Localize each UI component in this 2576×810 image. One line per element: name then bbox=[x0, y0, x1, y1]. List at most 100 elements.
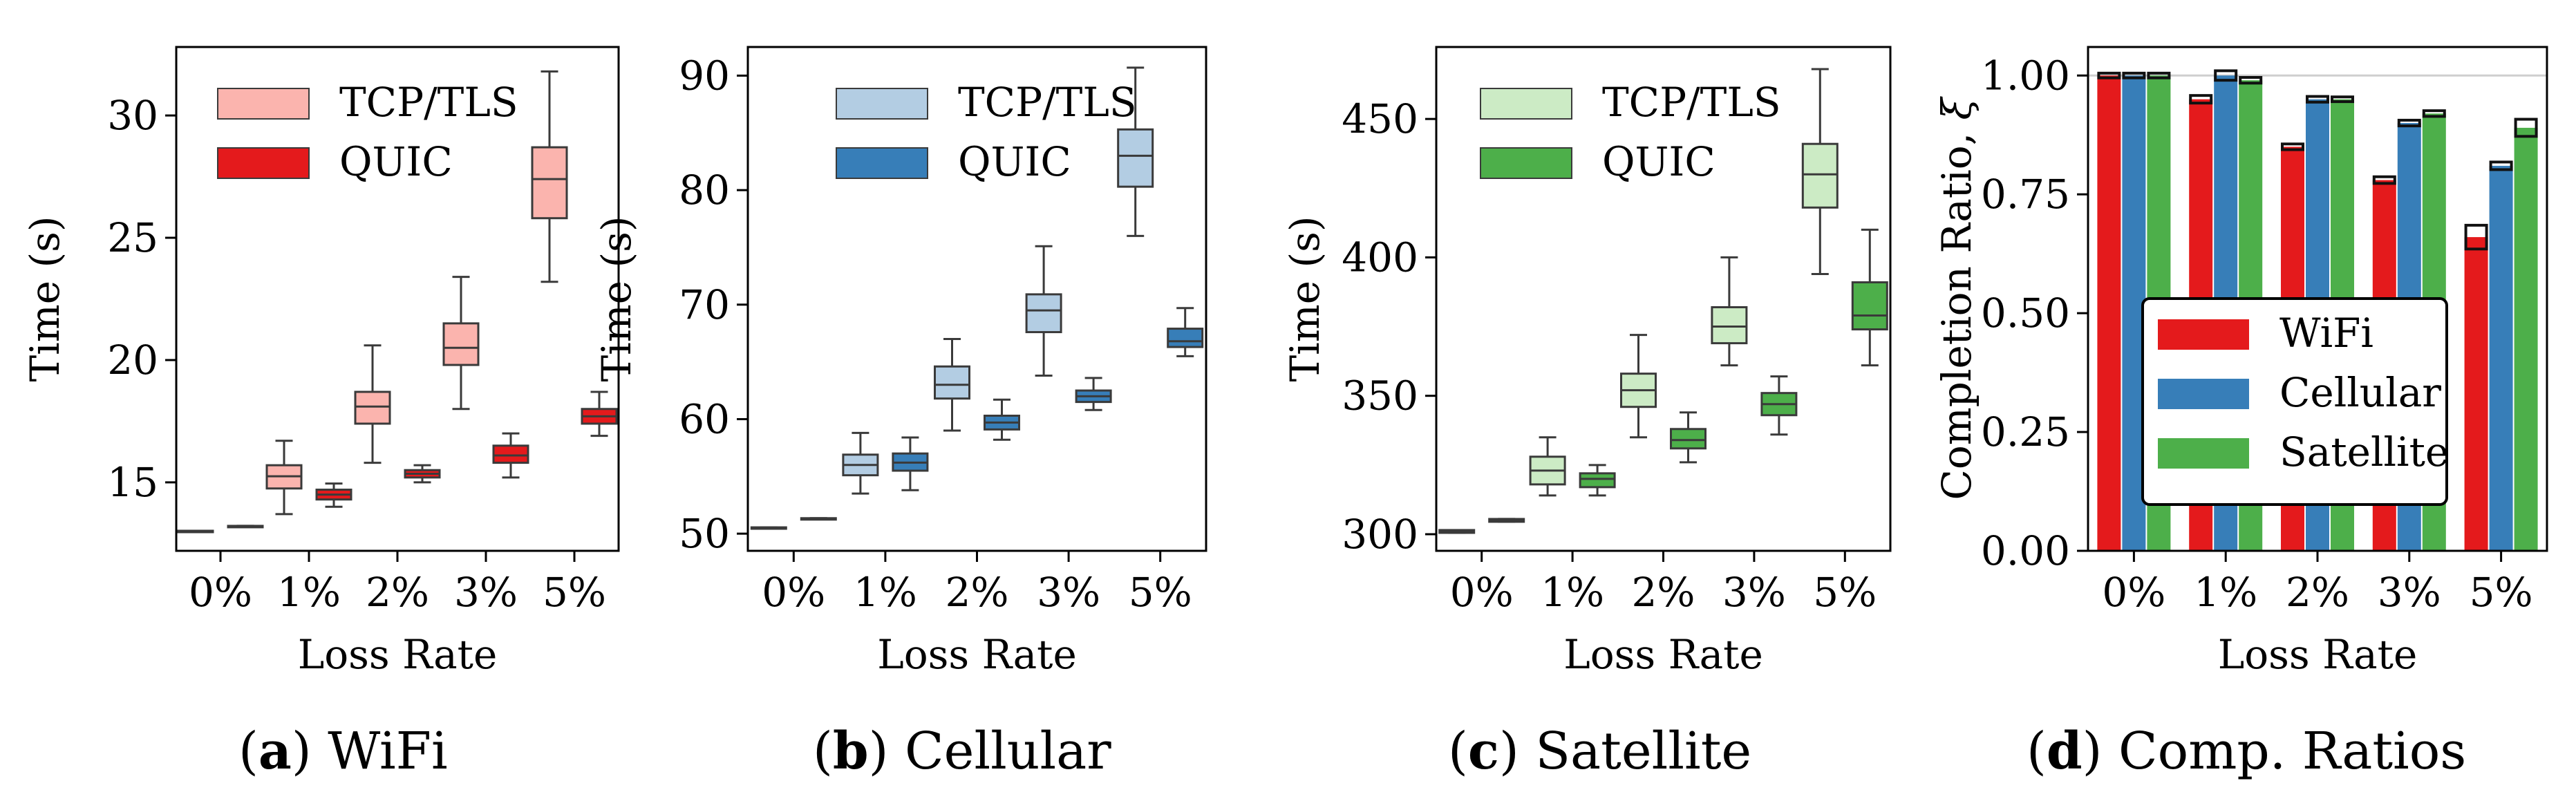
y-tick-label: 30 bbox=[107, 92, 158, 139]
svg-text:(a) WiFi: (a) WiFi bbox=[238, 722, 448, 781]
box-quic-1 bbox=[315, 482, 352, 508]
panel-c: 300 350 400 450 0% 1% 2% 3% 5% Loss Rate Time (s) T… bbox=[1281, 46, 1892, 781]
error-bar bbox=[2097, 71, 2121, 79]
error-bar bbox=[2281, 142, 2304, 151]
error-bar bbox=[2147, 71, 2171, 79]
y-axis-label-text: Completion Ratio, bbox=[1933, 120, 1980, 500]
box-body bbox=[492, 444, 529, 464]
x-tick-label: 2% bbox=[366, 569, 429, 616]
x-tick-label: 3% bbox=[454, 569, 518, 616]
axes-frame bbox=[175, 46, 620, 552]
x-axis-label: Loss Rate bbox=[877, 631, 1077, 678]
box-tcptls-0 bbox=[177, 529, 214, 534]
y-tick-label: 25 bbox=[107, 214, 158, 261]
box-quic-0 bbox=[1488, 518, 1525, 523]
caption-b-text: Cellular bbox=[905, 722, 1111, 781]
box-quic-4 bbox=[581, 390, 618, 437]
x-axis-label: Loss Rate bbox=[1563, 631, 1763, 678]
y-tick-label: 0.75 bbox=[1981, 171, 2070, 218]
legend-d: WiFi Cellular Satellite bbox=[2141, 297, 2449, 506]
legend-swatch bbox=[217, 147, 310, 179]
y-axis-label: Time (s) bbox=[21, 216, 68, 382]
y-tick-label: 50 bbox=[679, 510, 730, 557]
y-tick-label: 0.50 bbox=[1981, 290, 2070, 337]
caption-d-close: ) bbox=[2083, 722, 2118, 781]
caption-c-letter: c bbox=[1468, 722, 1499, 781]
svg-text:(c) Satellite: (c) Satellite bbox=[1448, 722, 1751, 781]
box-tcptls-4 bbox=[1117, 66, 1154, 237]
box-tcptls-3 bbox=[1025, 245, 1062, 377]
box-tcptls-3 bbox=[1711, 256, 1748, 367]
caption-b: (b) Cellular bbox=[813, 722, 1111, 781]
caption-b-close: ) bbox=[869, 722, 905, 781]
caption-c-close: ) bbox=[1499, 722, 1535, 781]
box-body bbox=[531, 146, 568, 220]
x-tick-label: 0% bbox=[762, 569, 825, 616]
y-tick-label: 450 bbox=[1342, 95, 1418, 142]
legend-label: QUIC bbox=[958, 138, 1071, 185]
y-tick-label: 300 bbox=[1342, 511, 1418, 558]
x-tick-label: 3% bbox=[1037, 569, 1100, 616]
svg-text:(d) Comp. Ratios: (d) Comp. Ratios bbox=[2027, 722, 2466, 781]
x-tick-label: 3% bbox=[1722, 569, 1786, 616]
axes-frame bbox=[2087, 46, 2548, 552]
panel-d: 0.00 0.25 0.50 0.75 1.00 0% 1% 2% 3% 5% Loss Rate C… bbox=[1933, 46, 2548, 781]
error-bar bbox=[2372, 175, 2396, 185]
bar-cellular-4 bbox=[2489, 165, 2513, 551]
error-bar bbox=[2464, 223, 2488, 251]
caption-c-open: ( bbox=[1448, 722, 1468, 781]
error-bar bbox=[2397, 118, 2421, 128]
error-bar bbox=[2214, 69, 2238, 82]
legend-swatch bbox=[2158, 379, 2249, 409]
y-tick-label: 70 bbox=[679, 281, 730, 328]
y-tick-label: 1.00 bbox=[1981, 52, 2070, 99]
error-bar bbox=[2239, 76, 2263, 85]
caption-c-text: Satellite bbox=[1535, 722, 1751, 781]
box-quic-2 bbox=[404, 464, 441, 484]
legend-label: QUIC bbox=[1602, 138, 1715, 185]
y-tick-label: 90 bbox=[679, 52, 730, 99]
y-tick-label: 15 bbox=[107, 459, 158, 506]
x-tick-label: 0% bbox=[2102, 569, 2165, 616]
y-axis-label: Time (s) bbox=[593, 216, 640, 382]
error-bar bbox=[2122, 71, 2146, 79]
legend-label: QUIC bbox=[339, 138, 453, 185]
box-body bbox=[1117, 128, 1154, 188]
caption-d: (d) Comp. Ratios bbox=[2027, 722, 2466, 781]
box-quic-1 bbox=[892, 436, 929, 491]
legend-label: TCP/TLS bbox=[958, 79, 1137, 126]
x-tick-label: 1% bbox=[2194, 569, 2257, 616]
box-body bbox=[1670, 428, 1707, 450]
x-axis-label: Loss Rate bbox=[2218, 631, 2418, 678]
error-bar bbox=[2189, 94, 2213, 105]
legend-swatch bbox=[836, 88, 928, 120]
x-tick-label: 1% bbox=[854, 569, 917, 616]
caption-d-open: ( bbox=[2027, 722, 2047, 781]
bar-wifi-0 bbox=[2097, 75, 2121, 551]
box-tcptls-2 bbox=[354, 344, 391, 464]
box-body bbox=[1025, 293, 1062, 334]
error-bar bbox=[2514, 117, 2538, 138]
x-tick-label: 2% bbox=[2286, 569, 2349, 616]
caption-a-close: ) bbox=[292, 722, 328, 781]
x-tick-label: 5% bbox=[2470, 569, 2533, 616]
box-quic-3 bbox=[1075, 377, 1112, 411]
box-quic-1 bbox=[1579, 464, 1616, 497]
box-quic-3 bbox=[492, 432, 529, 479]
plot-c: 300 350 400 450 0% 1% 2% 3% 5% Loss Rate Time (s) T… bbox=[1281, 46, 1892, 678]
box-body bbox=[354, 390, 391, 425]
legend-label: Cellular bbox=[2279, 369, 2441, 416]
y-axis-label-text: Time (s) bbox=[1281, 216, 1328, 382]
x-tick-label: 5% bbox=[1129, 569, 1192, 616]
y-tick-label: 400 bbox=[1342, 234, 1418, 281]
caption-b-letter: b bbox=[833, 722, 869, 781]
y-tick-label: 20 bbox=[107, 337, 158, 384]
y-tick-label: 0.00 bbox=[1981, 527, 2070, 574]
legend-swatch bbox=[2158, 438, 2249, 469]
box-quic-2 bbox=[1670, 411, 1707, 464]
x-tick-label: 3% bbox=[2378, 569, 2441, 616]
caption-a: (a) WiFi bbox=[238, 722, 448, 781]
x-tick-label: 2% bbox=[1631, 569, 1695, 616]
y-tick-label: 60 bbox=[679, 395, 730, 442]
legend-swatch bbox=[836, 147, 928, 179]
